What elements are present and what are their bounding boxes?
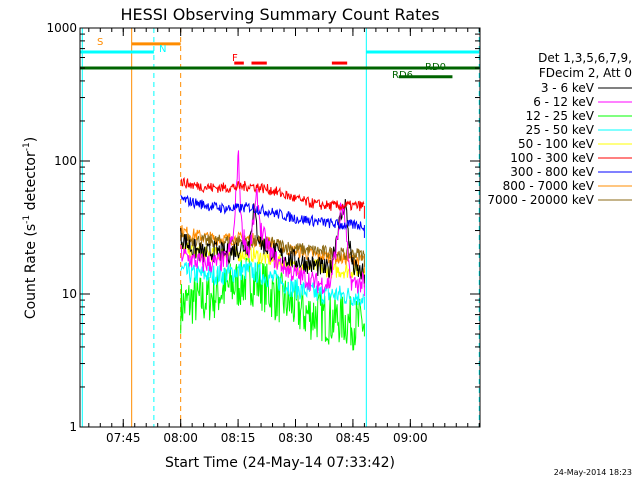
series-line-1 [180, 150, 365, 295]
y-tick-label-2: 100 [54, 154, 77, 168]
legend-label-0: 3 - 6 keV [541, 81, 595, 95]
series-line-5 [180, 177, 365, 212]
y-tick-label-1: 10 [62, 287, 77, 301]
x-tick-label-2: 08:15 [221, 431, 256, 445]
legend-label-3: 25 - 50 keV [526, 123, 595, 137]
x-axis-label: Start Time (24-May-14 07:33:42) [165, 455, 395, 471]
flag-label-2: F [232, 53, 238, 64]
legend-label-2: 12 - 25 keV [526, 109, 595, 123]
legend-header-line-1: Det 1,3,5,6,7,9, [538, 51, 632, 65]
y-axis-label: Count Rate (s-1 detector-1) [22, 137, 39, 319]
x-tick-label-1: 08:00 [163, 431, 198, 445]
legend-label-6: 300 - 800 keV [510, 165, 594, 179]
flag-label-1: N [159, 44, 166, 55]
legend-label-7: 800 - 7000 keV [503, 179, 595, 193]
legend-label-1: 6 - 12 keV [533, 95, 595, 109]
legend-label-5: 100 - 300 keV [510, 151, 594, 165]
x-tick-label-3: 08:30 [278, 431, 313, 445]
legend-label-8: 7000 - 20000 keV [487, 193, 594, 207]
series-line-0 [180, 199, 365, 280]
legend-header-line-2: FDecim 2, Att 0 [539, 66, 632, 80]
x-tick-label-4: 08:45 [336, 431, 371, 445]
legend-label-4: 50 - 100 keV [518, 137, 595, 151]
footer-timestamp: 24-May-2014 18:23 [554, 468, 632, 477]
x-tick-label-0: 07:45 [106, 431, 141, 445]
chart-title: HESSI Observing Summary Count Rates [120, 5, 439, 24]
x-tick-label-5: 09:00 [393, 431, 428, 445]
series-line-6 [180, 194, 365, 232]
y-tick-label-3: 1000 [46, 21, 77, 35]
series-line-2 [180, 255, 365, 351]
flag-label-3: RD0 [425, 62, 446, 73]
flag-label-4: RD6 [392, 70, 413, 81]
legend: Det 1,3,5,6,7,9, FDecim 2, Att 0 3 - 6 k… [487, 51, 632, 207]
y-tick-label-0: 1 [69, 420, 77, 434]
plot-frame [79, 27, 481, 428]
flag-label-0: S [97, 37, 103, 48]
